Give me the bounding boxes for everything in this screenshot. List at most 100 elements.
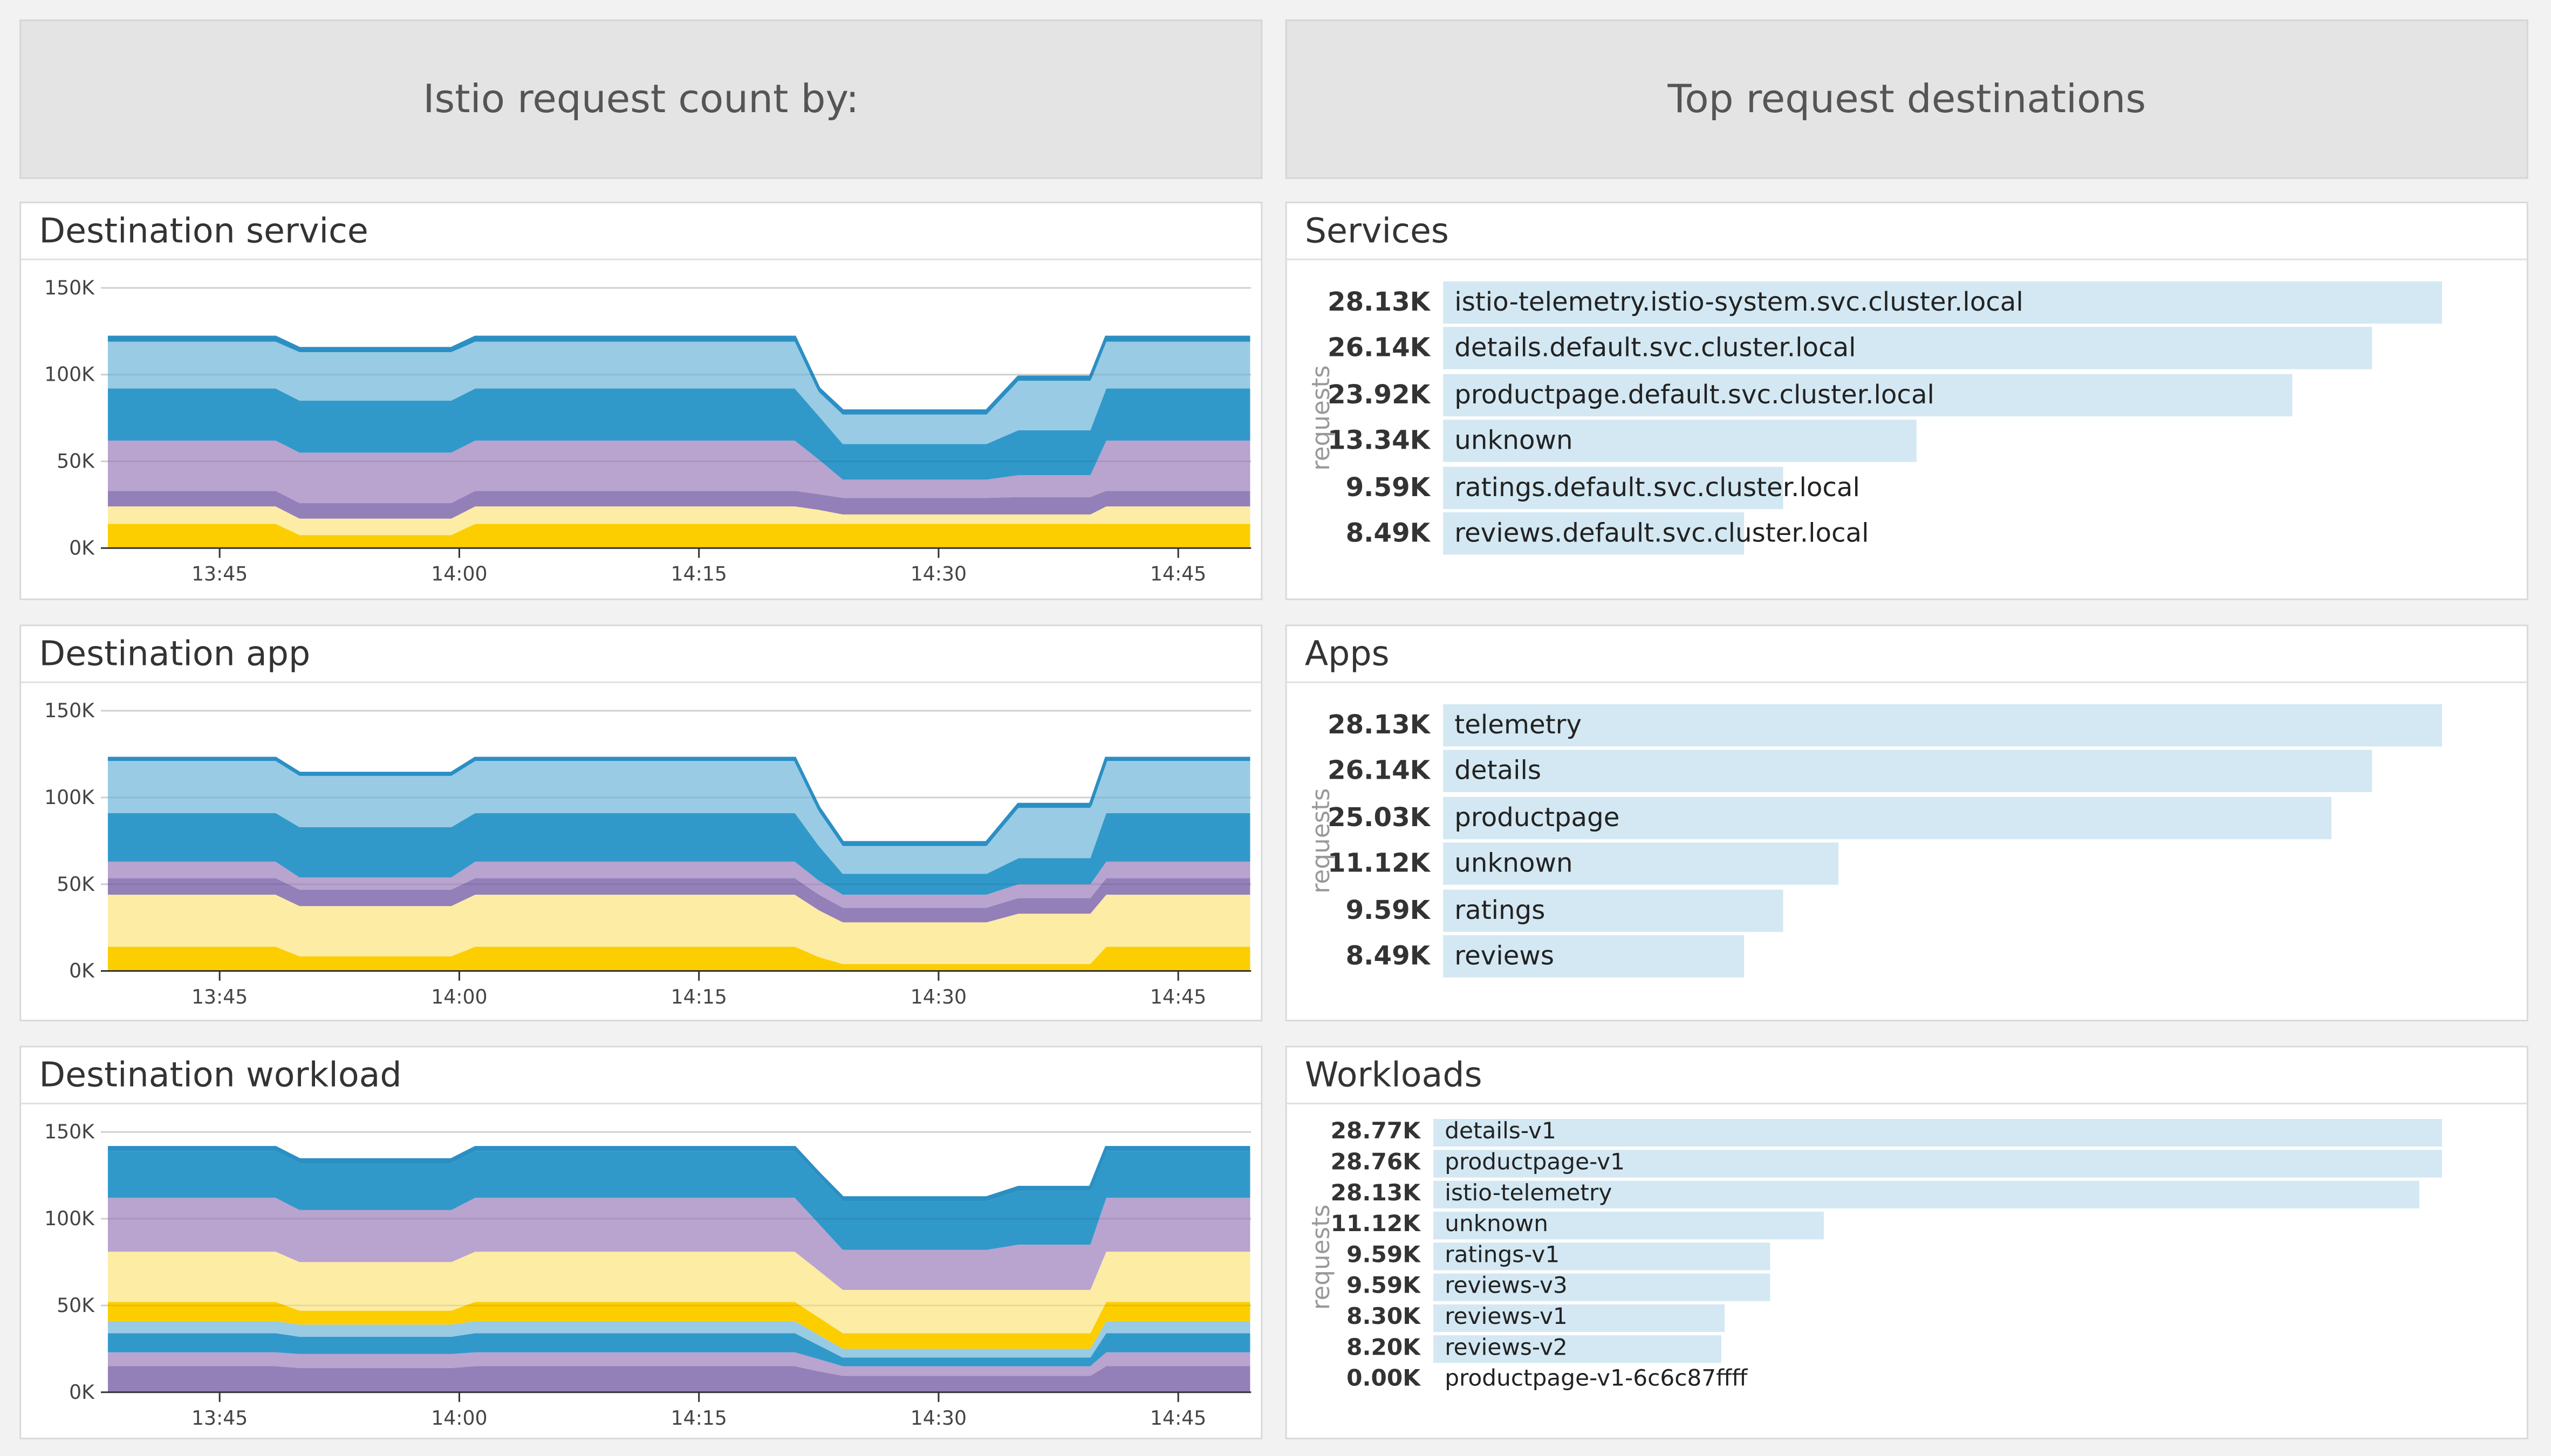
toplist-bar xyxy=(1443,889,1784,931)
area-series-5 xyxy=(107,341,1250,444)
x-tick-label: 14:00 xyxy=(431,985,487,1008)
x-tick-label: 13:45 xyxy=(192,985,248,1008)
total-line xyxy=(107,757,1250,844)
divider xyxy=(21,1102,1261,1104)
toplist-panel-apps[interactable]: Apps 28.13K telemetry 26.14K details 25.03K p… xyxy=(1285,624,2528,1022)
x-tick-label: 14:00 xyxy=(431,562,487,586)
toplist-name: unknown xyxy=(1454,424,1573,456)
toplist-row[interactable]: 26.14K details xyxy=(1287,750,2527,793)
chart-panel-destination-workload[interactable]: Destination workload 0K 50K 100K 150K 13:45 1… xyxy=(19,1046,1263,1440)
toplist-row[interactable]: 8.49K reviews.default.svc.cluster.local xyxy=(1287,512,2527,555)
toplist-row[interactable]: 25.03K productpage xyxy=(1287,796,2527,839)
header-left-text: Istio request count by: xyxy=(423,76,859,122)
toplist-row[interactable]: 9.59K ratings-v1 xyxy=(1287,1242,2527,1270)
toplist-value: 28.77K xyxy=(1330,1119,1420,1145)
toplist-row[interactable]: 11.12K unknown xyxy=(1287,842,2527,885)
area-series-7 xyxy=(107,1151,1250,1250)
y-tick-label: 100K xyxy=(44,786,95,809)
toplist-value: 28.13K xyxy=(1330,1180,1420,1207)
toplist-name: productpage-v1 xyxy=(1445,1150,1625,1176)
divider xyxy=(21,258,1261,260)
panel-title: Workloads xyxy=(1304,1055,1482,1095)
axis-label-requests: requests xyxy=(1306,365,1336,471)
toplist-bar xyxy=(1443,704,2443,747)
toplist-name: reviews xyxy=(1454,940,1555,971)
area-series-2 xyxy=(107,491,1250,519)
toplist-name: productpage xyxy=(1454,801,1620,833)
area-series-0 xyxy=(107,946,1250,971)
toplist-value: 13.34K xyxy=(1328,424,1431,456)
axis-label-requests: requests xyxy=(1306,788,1336,894)
area-layers xyxy=(107,757,1250,971)
area-series-4 xyxy=(107,388,1250,480)
toplist-row[interactable]: 9.59K reviews-v3 xyxy=(1287,1273,2527,1301)
toplist-bar xyxy=(1443,466,1784,509)
toplist-name: telemetry xyxy=(1454,709,1582,740)
toplist-panel-services[interactable]: Services 28.13K istio-telemetry.istio-sys… xyxy=(1285,201,2528,600)
toplist-row[interactable]: 28.77K details-v1 xyxy=(1287,1119,2527,1147)
toplist-value: 26.14K xyxy=(1328,755,1431,786)
toplist-bar xyxy=(1443,420,1917,463)
total-line xyxy=(107,1146,1250,1200)
toplist-row[interactable]: 13.34K unknown xyxy=(1287,420,2527,463)
area-series-6 xyxy=(107,1198,1250,1290)
toplist-value: 11.12K xyxy=(1330,1211,1420,1238)
toplist-name: istio-telemetry.istio-system.svc.cluster… xyxy=(1454,286,2023,318)
toplist-value: 8.30K xyxy=(1346,1304,1420,1331)
chart-panel-destination-service[interactable]: Destination service 0K 50K 100K 150K 13:45 14… xyxy=(19,201,1263,600)
y-tick-label: 0K xyxy=(69,1381,95,1404)
toplist-row[interactable]: 8.49K reviews xyxy=(1287,935,2527,978)
toplist-bar xyxy=(1443,374,2293,416)
toplist-row[interactable]: 11.12K unknown xyxy=(1287,1211,2527,1240)
divider xyxy=(1287,681,2527,683)
toplist-name: reviews-v1 xyxy=(1445,1304,1568,1331)
toplist-bar xyxy=(1433,1119,2443,1147)
area-series-0 xyxy=(107,1366,1250,1392)
area-series-5 xyxy=(107,761,1250,874)
toplist-value: 23.92K xyxy=(1328,379,1431,410)
toplist-value: 0.00K xyxy=(1346,1366,1420,1392)
toplist-bar xyxy=(1443,796,2332,839)
toplist: 28.13K istio-telemetry.istio-system.svc.c… xyxy=(1287,262,2527,599)
toplist-name: ratings.default.svc.cluster.local xyxy=(1454,471,1860,502)
toplist-row[interactable]: 26.14K details.default.svc.cluster.local xyxy=(1287,327,2527,370)
toplist-bar xyxy=(1443,750,2372,793)
toplist-row[interactable]: 28.76K productpage-v1 xyxy=(1287,1150,2527,1178)
toplist-row[interactable]: 0.00K productpage-v1-6c6c87ffff xyxy=(1287,1366,2527,1393)
toplist-row[interactable]: 28.13K istio-telemetry xyxy=(1287,1180,2527,1208)
x-tick-label: 14:45 xyxy=(1150,562,1206,586)
toplist-name: istio-telemetry xyxy=(1445,1180,1612,1207)
toplist-row[interactable]: 9.59K ratings.default.svc.cluster.local xyxy=(1287,466,2527,509)
toplist-row[interactable]: 28.13K telemetry xyxy=(1287,704,2527,747)
toplist-row[interactable]: 9.59K ratings xyxy=(1287,889,2527,931)
y-tick-label: 100K xyxy=(44,1207,95,1230)
y-tick-label: 150K xyxy=(44,1120,95,1143)
x-tick-label: 14:30 xyxy=(911,1406,967,1430)
toplist-row[interactable]: 28.13K istio-telemetry.istio-system.svc.c… xyxy=(1287,281,2527,324)
divider xyxy=(1287,258,2527,260)
stacked-area-chart: 0K 50K 100K 150K 13:45 14:00 14:15 14:30 14:45 xyxy=(44,276,1251,586)
area-series-4 xyxy=(107,1302,1250,1349)
toplist-row[interactable]: 23.92K productpage.default.svc.cluster.lo… xyxy=(1287,374,2527,416)
toplist-name: reviews-v2 xyxy=(1445,1335,1568,1362)
x-tick-label: 14:00 xyxy=(431,1406,487,1430)
toplist-name: reviews-v3 xyxy=(1445,1273,1568,1300)
toplist-bar xyxy=(1443,327,2372,370)
toplist-bar xyxy=(1433,1242,1770,1270)
x-tick-label: 13:45 xyxy=(192,562,248,586)
panel-title: Destination workload xyxy=(39,1055,402,1095)
toplist-value: 25.03K xyxy=(1328,801,1431,833)
chart-panel-destination-app[interactable]: Destination app 0K 50K 100K 150K 13:45 14:00 1… xyxy=(19,624,1263,1022)
header-right-text: Top request destinations xyxy=(1667,76,2146,122)
toplist-row[interactable]: 8.20K reviews-v2 xyxy=(1287,1335,2527,1363)
area-series-5 xyxy=(107,1252,1250,1334)
toplist-name: ratings-v1 xyxy=(1445,1242,1560,1269)
toplist-value: 9.59K xyxy=(1346,1242,1420,1269)
area-series-4 xyxy=(107,813,1250,895)
toplist-row[interactable]: 8.30K reviews-v1 xyxy=(1287,1304,2527,1333)
toplist-name: details xyxy=(1454,755,1542,786)
toplist-panel-workloads[interactable]: Workloads 28.77K details-v1 28.76K productp… xyxy=(1285,1046,2528,1440)
x-tick-label: 14:15 xyxy=(671,1406,727,1430)
stacked-area-chart: 0K 50K 100K 150K 13:45 14:00 14:15 14:30 14:45 xyxy=(44,699,1251,1008)
